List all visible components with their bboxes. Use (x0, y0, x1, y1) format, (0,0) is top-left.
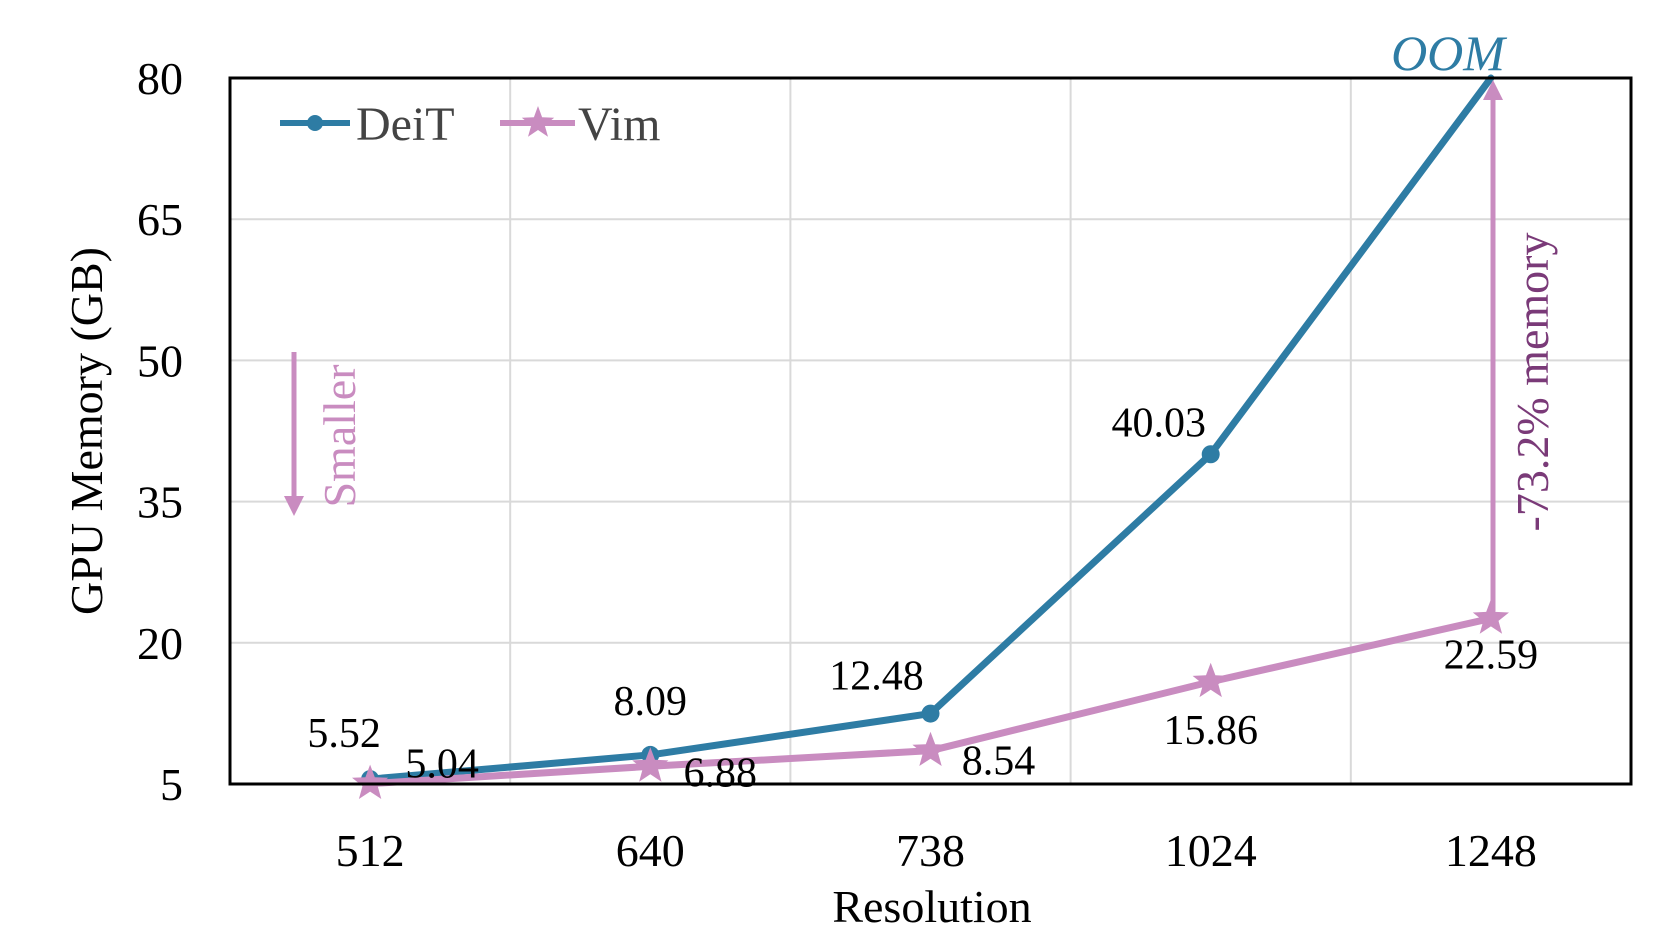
memory-reduction-annotation: -73.2% memory (1483, 80, 1558, 611)
data-label-deit: 12.48 (829, 654, 924, 700)
data-label-vim: 5.04 (405, 742, 479, 788)
x-tick-label: 738 (896, 825, 965, 876)
data-label-vim: 15.86 (1163, 708, 1258, 754)
series-lines (352, 74, 1509, 799)
y-tick-label: 65 (137, 194, 183, 245)
smaller-label: Smaller (314, 364, 365, 507)
y-axis-title: GPU Memory (GB) (61, 247, 112, 615)
y-tick-label: 50 (137, 335, 183, 386)
smaller-arrow-head (284, 496, 304, 516)
data-label-deit: 8.09 (614, 679, 688, 725)
data-label-vim: 8.54 (962, 739, 1036, 785)
x-tick-label: 1248 (1445, 825, 1537, 876)
smaller-annotation: Smaller (284, 352, 365, 516)
data-point-deit (1201, 445, 1220, 464)
data-point-vim (912, 731, 949, 766)
x-axis-title: Resolution (832, 881, 1031, 932)
legend-deit-label: DeiT (356, 98, 455, 151)
y-axis-ticks: 5 20 35 50 65 80 (137, 53, 183, 810)
plot-frame (228, 76, 1633, 786)
data-point-vim (352, 764, 389, 799)
memory-arrow-head (1483, 80, 1503, 100)
data-point-vim (632, 747, 669, 782)
data-label-deit: 5.52 (307, 711, 381, 757)
grid (230, 77, 1631, 785)
x-axis-ticks: 512 640 738 1024 1248 (336, 825, 1537, 876)
y-tick-label: 80 (137, 53, 183, 104)
memory-reduction-label: -73.2% memory (1507, 233, 1558, 532)
data-point-vim (1192, 662, 1229, 698)
data-label-vim: 22.59 (1444, 632, 1539, 678)
x-tick-label: 640 (616, 825, 685, 876)
series-line-deit (366, 74, 1495, 783)
legend-vim-label: Vim (578, 98, 660, 151)
data-point-vim (1472, 599, 1509, 634)
data-labels: 5.52 8.09 12.48 40.03 5.04 6.88 8.54 15.86 22.59 (307, 400, 1538, 796)
y-tick-label: 20 (137, 618, 183, 669)
data-label-deit: 40.03 (1111, 400, 1206, 446)
oom-label: OOM (1391, 25, 1507, 81)
x-tick-label: 1024 (1165, 825, 1257, 876)
data-point-deit (921, 704, 940, 723)
y-tick-label: 35 (137, 477, 183, 528)
legend-vim-marker (521, 106, 555, 137)
legend-deit-marker (307, 115, 323, 131)
y-tick-label: 5 (160, 759, 183, 810)
legend: DeiT Vim (280, 98, 660, 151)
x-tick-label: 512 (336, 825, 405, 876)
data-label-vim: 6.88 (684, 750, 758, 796)
